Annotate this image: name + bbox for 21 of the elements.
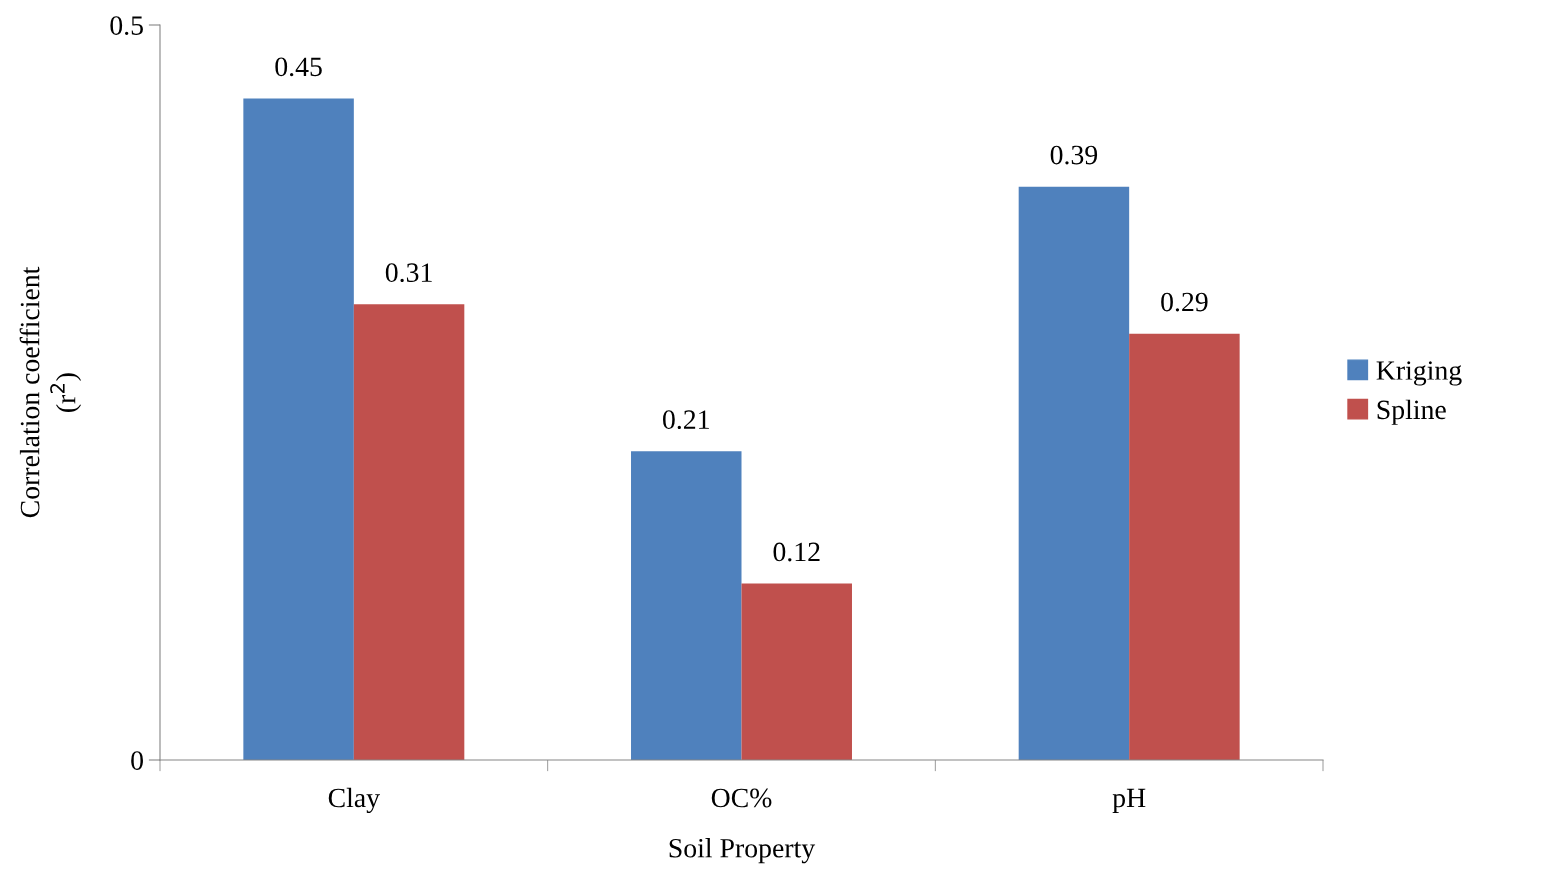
- y-axis-title: Correlation coefficient (r$^{2}$): [19, 266, 82, 518]
- x-tick-label: Clay: [328, 787, 380, 814]
- data-label: 0.29: [1161, 292, 1208, 312]
- legend-label: Kriging: [1376, 361, 1462, 386]
- bar: [243, 98, 354, 760]
- bar: [353, 304, 465, 760]
- data-label: 0.21: [663, 410, 709, 430]
- x-tick-label: OC%: [711, 788, 772, 808]
- legend-label: Spline: [1377, 399, 1446, 425]
- data-label: 0.45: [275, 57, 322, 77]
- bar: [1129, 333, 1240, 760]
- bar: [741, 583, 852, 760]
- bar: [631, 451, 742, 760]
- data-label: 0.12: [773, 542, 820, 562]
- data-label: 0.31: [385, 263, 432, 283]
- x-tick-label: pH: [1112, 788, 1146, 813]
- y-tick-label: 0: [131, 751, 143, 770]
- data-label: 0.39: [1050, 145, 1098, 165]
- bar: [1018, 186, 1130, 760]
- x-axis-title: Soil Property: [669, 838, 816, 864]
- y-tick-label: 0.5: [110, 16, 143, 36]
